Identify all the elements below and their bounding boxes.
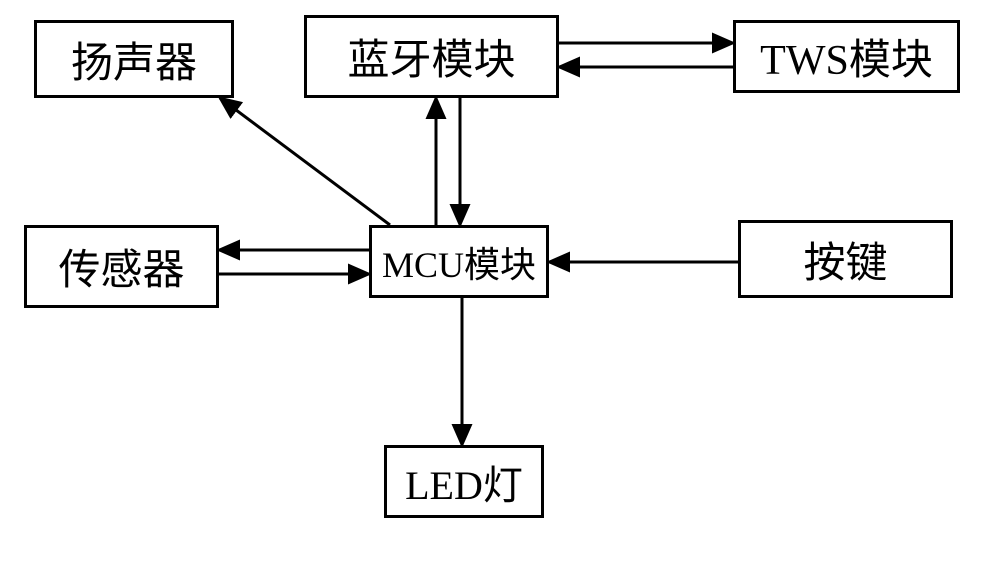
node-bluetooth-label: 蓝牙模块 (347, 26, 515, 87)
node-tws-label: TWS模块 (760, 26, 933, 87)
node-button-label: 按键 (803, 229, 887, 290)
node-button: 按键 (738, 220, 953, 298)
node-mcu-label: MCU模块 (382, 236, 536, 288)
node-bluetooth: 蓝牙模块 (304, 15, 559, 98)
node-tws: TWS模块 (733, 20, 960, 93)
node-sensor-label: 传感器 (58, 236, 184, 297)
node-speaker: 扬声器 (34, 20, 234, 98)
node-speaker-label: 扬声器 (71, 29, 197, 90)
node-led-label: LED灯 (405, 453, 523, 511)
edge-mcu-to-speaker (220, 98, 390, 225)
node-led: LED灯 (384, 445, 544, 518)
node-sensor: 传感器 (24, 225, 219, 308)
node-mcu: MCU模块 (369, 225, 549, 298)
